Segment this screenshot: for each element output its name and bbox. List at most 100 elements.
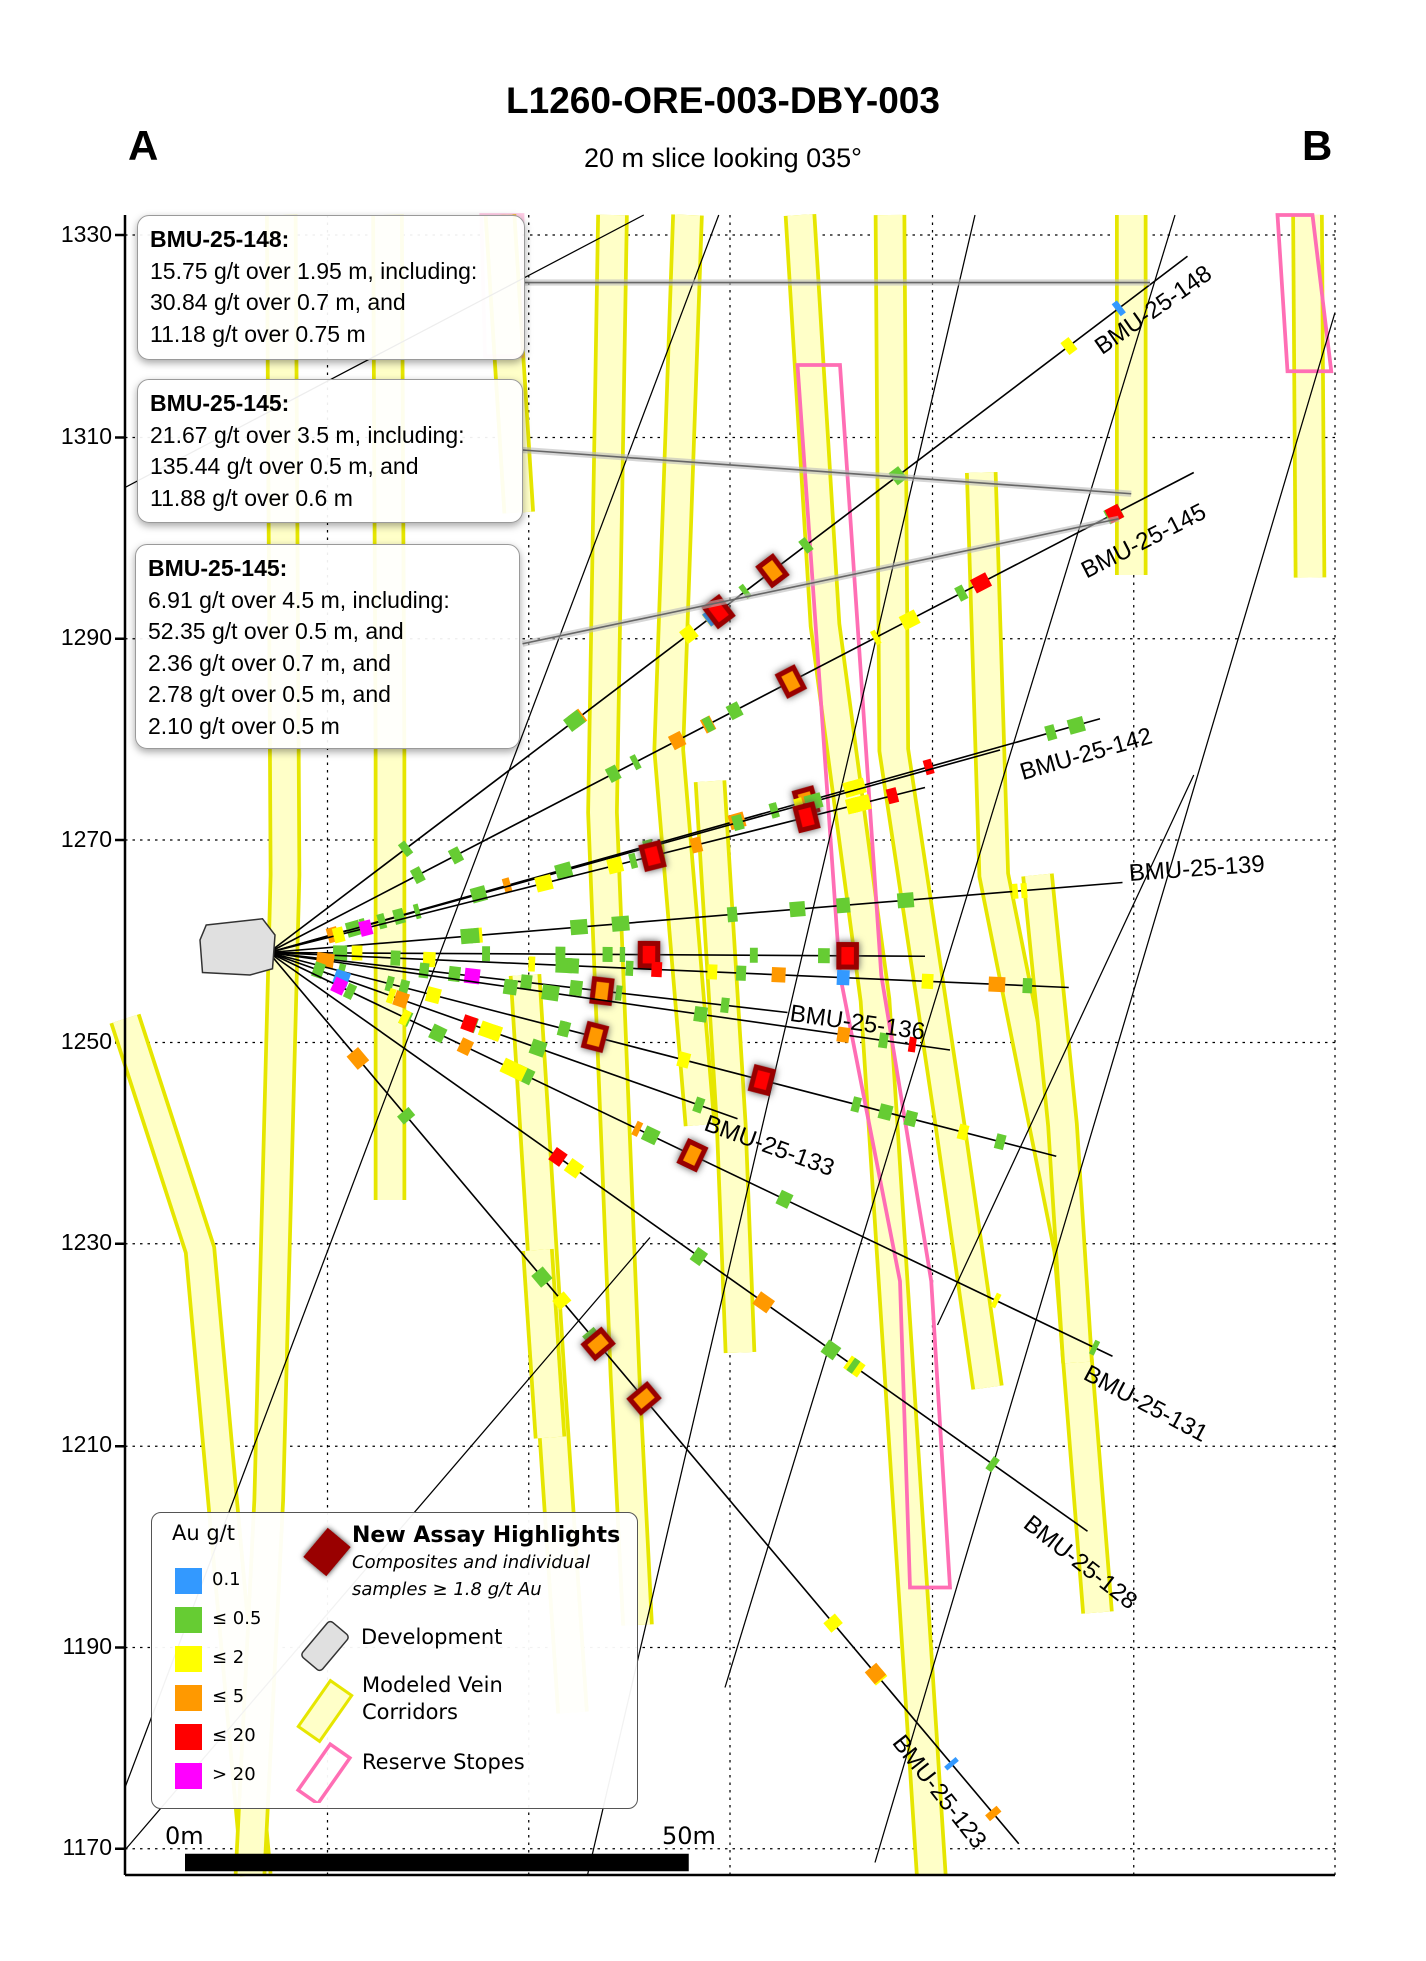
assay-sample xyxy=(731,814,745,832)
assay-sample xyxy=(990,1292,1002,1309)
vein-corridor xyxy=(1295,214,1323,578)
assay-sample xyxy=(985,1805,1002,1822)
assay-sample xyxy=(424,986,442,1005)
legend-vein: Modeled Vein xyxy=(362,1673,503,1697)
legend-swatch-2 xyxy=(175,1646,202,1672)
assay-sample xyxy=(993,1133,1007,1151)
assay-sample xyxy=(869,629,882,646)
assay-sample xyxy=(566,958,580,974)
assay-sample xyxy=(1066,716,1087,735)
assay-sample xyxy=(477,1020,497,1040)
assay-highlight xyxy=(747,1063,777,1097)
assay-sample xyxy=(558,1020,572,1038)
assay-highlight xyxy=(626,1380,662,1416)
assay-sample xyxy=(331,926,346,944)
assay-sample xyxy=(707,964,718,980)
assay-highlight xyxy=(755,553,790,589)
callout-line: 11.88 g/t over 0.6 m xyxy=(150,484,353,511)
assay-highlight xyxy=(580,1020,610,1054)
callout-line: 52.35 g/t over 0.5 m, and xyxy=(148,618,404,644)
assay-highlight xyxy=(638,839,667,873)
legend-grade-title: Au g/t xyxy=(172,1521,235,1545)
assay-sample xyxy=(836,969,850,986)
legend-swatch-20 xyxy=(175,1724,202,1750)
assay-highlight xyxy=(836,941,859,970)
regional-drillhole xyxy=(724,214,1176,1688)
legend-highlights-title: New Assay Highlights xyxy=(352,1523,621,1548)
assay-sample xyxy=(771,967,786,983)
y-tick-label: 1170 xyxy=(62,1834,112,1860)
callout-line: 30.84 g/t over 0.7 m, and xyxy=(150,289,406,315)
assay-sample xyxy=(631,1120,644,1137)
assay-sample xyxy=(864,1662,887,1685)
assay-sample xyxy=(528,1038,548,1058)
reserve-stope xyxy=(795,363,952,1590)
drillhole-trace xyxy=(268,951,1069,989)
assay-sample xyxy=(569,918,589,936)
scale-bar xyxy=(185,1853,689,1872)
assay-sample xyxy=(720,997,730,1014)
assay-sample xyxy=(456,1037,475,1056)
callout-line: 2.10 g/t over 0.5 m xyxy=(148,712,340,739)
assay-sample xyxy=(956,1123,970,1141)
assay-sample xyxy=(969,572,993,594)
figure-subtitle: 20 m slice looking 035° xyxy=(584,143,862,173)
regional-drillhole xyxy=(586,214,976,1876)
scale-bar-start: 0m xyxy=(165,1822,204,1850)
callout-bmu-25-148: BMU-25-148: 15.75 g/t over 1.95 m, inclu… xyxy=(137,215,525,360)
legend-development: Development xyxy=(361,1625,503,1649)
assay-sample xyxy=(346,1046,370,1070)
assay-sample xyxy=(820,1339,842,1361)
assay-sample xyxy=(1044,724,1058,742)
vein-corridor xyxy=(877,214,1000,1390)
drillholes xyxy=(268,255,1195,1845)
callout-hole: BMU-25-145: xyxy=(150,390,290,416)
assay-sample xyxy=(907,1036,917,1053)
drillhole-trace xyxy=(268,951,1088,1532)
assay-sample xyxy=(569,979,584,997)
y-tick-label: 1250 xyxy=(60,1028,112,1054)
drillhole-trace xyxy=(268,749,1001,954)
assay-sample xyxy=(689,836,704,854)
assay-sample xyxy=(701,715,716,733)
y-tick-label: 1290 xyxy=(60,624,112,650)
assay-sample xyxy=(651,961,663,978)
assay-sample xyxy=(428,1023,448,1044)
assay-sample xyxy=(519,974,533,991)
assay-sample xyxy=(752,1291,776,1314)
assay-sample xyxy=(501,877,513,894)
drillhole-trace xyxy=(268,881,1123,954)
highlight-sample xyxy=(781,670,801,693)
y-tick-label: 1310 xyxy=(60,423,112,449)
assay-sample xyxy=(625,960,634,976)
assay-sample xyxy=(749,947,758,963)
assay-sample xyxy=(798,536,814,554)
assay-sample xyxy=(392,990,411,1009)
regional-drillhole xyxy=(936,774,1195,1326)
assay-sample xyxy=(489,1024,504,1042)
assay-sample xyxy=(735,965,747,981)
assay-sample xyxy=(548,1146,568,1167)
highlight-sample xyxy=(798,807,815,828)
assay-sample xyxy=(851,794,872,813)
highlight-sample xyxy=(594,981,610,1001)
assay-sample xyxy=(689,1246,709,1267)
assay-sample xyxy=(898,609,921,631)
callout-leader xyxy=(522,449,1132,495)
assay-sample xyxy=(385,987,397,1005)
callout-hole: BMU-25-148: xyxy=(150,226,290,252)
assay-sample xyxy=(534,874,554,893)
assay-sample xyxy=(333,945,348,961)
legend-swatch-0.5 xyxy=(175,1607,202,1633)
assay-sample xyxy=(628,852,639,869)
assay-sample xyxy=(468,927,480,944)
legend-highlights-desc: samples ≥ 1.8 g/t Au xyxy=(352,1579,542,1600)
assay-sample xyxy=(679,624,699,645)
legend-grade-label: ≤ 2 xyxy=(212,1647,245,1668)
assay-sample xyxy=(954,584,969,602)
highlight-sample xyxy=(586,1026,604,1047)
section-end-b: B xyxy=(1302,122,1333,169)
assay-sample xyxy=(1060,337,1078,356)
vein-corridor xyxy=(656,214,713,1127)
